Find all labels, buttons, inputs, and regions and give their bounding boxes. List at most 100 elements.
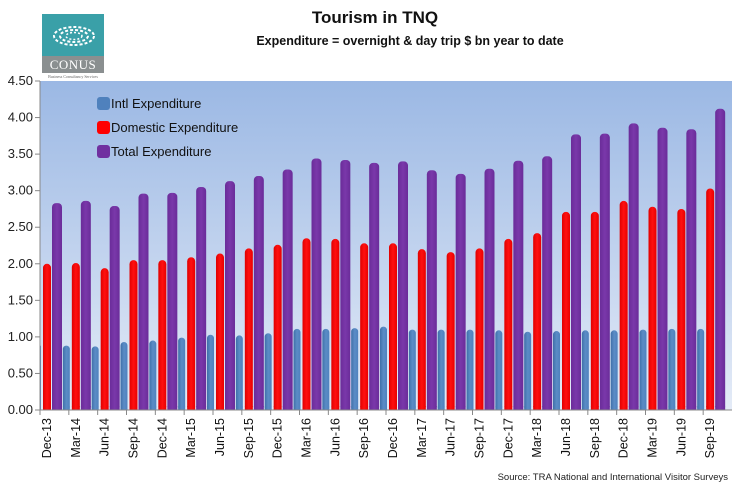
intl-bar: [322, 328, 330, 410]
intl-bar: [120, 342, 128, 410]
y-tick-label: 4.50: [8, 73, 33, 88]
x-category-label: Jun-18: [559, 418, 573, 456]
domestic-bar-base: [533, 406, 542, 410]
total-bar: [138, 193, 149, 410]
x-category-label: Mar-14: [69, 418, 83, 458]
conus-logo: CONUS Business Consultancy Services: [42, 14, 104, 80]
legend-label: Domestic Expenditure: [111, 120, 238, 135]
domestic-bar-base: [648, 406, 657, 410]
total-bar-base: [282, 406, 293, 410]
x-category-label: Jun-19: [674, 418, 688, 456]
intl-bar-base: [62, 406, 70, 410]
intl-bar-base: [495, 406, 503, 410]
y-tick-label: 1.00: [8, 329, 33, 344]
domestic-bar: [417, 249, 426, 410]
total-bar: [686, 129, 697, 410]
intl-bar-base: [120, 406, 128, 410]
domestic-bar: [100, 268, 109, 410]
logo-name: CONUS: [42, 56, 104, 73]
intl-bar: [207, 334, 214, 410]
x-category-label: Dec-14: [155, 418, 169, 458]
intl-bar: [380, 326, 387, 410]
intl-bar-base: [697, 406, 705, 410]
total-bar-base: [253, 406, 264, 410]
total-bar: [657, 127, 668, 411]
domestic-bar-base: [417, 406, 426, 410]
domestic-bar-base: [446, 406, 455, 410]
intl-bar: [668, 328, 676, 410]
intl-bar-base: [581, 406, 589, 410]
total-bar-base: [571, 406, 581, 410]
total-bar-base: [340, 406, 351, 410]
x-category-label: Jun-14: [98, 418, 112, 456]
y-tick-label: 4.00: [8, 110, 33, 125]
domestic-bar: [475, 248, 484, 410]
domestic-bar-base: [100, 406, 109, 410]
y-tick-label: 2.00: [8, 256, 33, 271]
x-category-label: Sep-18: [588, 418, 602, 458]
total-bar-base: [138, 406, 149, 410]
intl-bar: [178, 337, 186, 410]
domestic-bar: [590, 211, 599, 410]
total-bar-base: [369, 406, 380, 410]
intl-bar: [639, 329, 647, 410]
total-bar: [628, 123, 639, 410]
intl-bar: [495, 330, 503, 410]
domestic-bar-base: [187, 406, 196, 410]
domestic-bar: [244, 248, 253, 410]
intl-bar: [264, 333, 272, 410]
logo-swirl-icon: [42, 14, 104, 56]
intl-bar: [610, 330, 618, 410]
domestic-bar-base: [504, 406, 513, 410]
total-bar: [599, 133, 610, 410]
domestic-bar-base: [619, 406, 628, 410]
total-bar-base: [225, 406, 235, 410]
domestic-bar: [446, 252, 455, 410]
intl-bar-base: [293, 406, 301, 410]
domestic-bar: [619, 200, 628, 410]
total-bar: [484, 168, 495, 410]
intl-bar-base: [235, 406, 243, 410]
domestic-bar-base: [302, 406, 311, 410]
domestic-bar-base: [706, 406, 715, 410]
domestic-bar: [562, 211, 570, 410]
total-bar-base: [657, 406, 668, 410]
domestic-bar: [187, 257, 196, 410]
domestic-bar: [533, 233, 542, 410]
domestic-bar-base: [158, 406, 167, 410]
domestic-bar-base: [71, 406, 80, 410]
y-tick-label: 3.00: [8, 183, 33, 198]
domestic-bar-base: [562, 406, 570, 410]
domestic-bar-base: [389, 406, 397, 410]
intl-bar-base: [207, 406, 214, 410]
intl-bar: [351, 328, 359, 410]
total-bar: [340, 159, 351, 410]
x-category-label: Sep-17: [473, 418, 487, 458]
intl-bar-base: [380, 406, 387, 410]
total-bar: [253, 176, 264, 410]
domestic-bar-base: [677, 406, 686, 410]
domestic-legend-swatch: [97, 121, 110, 134]
legend-label: Intl Expenditure: [111, 96, 201, 111]
total-bar: [455, 173, 466, 410]
x-category-label: Mar-19: [646, 418, 660, 458]
x-category-label: Dec-15: [271, 418, 285, 458]
intl-bar: [524, 331, 532, 410]
intl-bar: [437, 329, 445, 410]
total-bar-base: [542, 406, 553, 410]
intl-bar: [553, 331, 560, 410]
total-bar: [715, 108, 726, 410]
x-category-label: Dec-17: [501, 418, 515, 458]
total-bar: [426, 170, 437, 410]
total-bar-base: [628, 406, 639, 410]
domestic-bar-base: [590, 406, 599, 410]
total-bar-base: [398, 406, 408, 410]
total-bar-base: [80, 406, 91, 410]
domestic-bar-base: [331, 406, 340, 410]
intl-bar: [149, 340, 157, 410]
intl-bar: [62, 345, 70, 410]
total-bar-base: [167, 406, 178, 410]
total-bar: [282, 169, 293, 410]
total-bar: [311, 158, 322, 410]
y-tick-label: 1.50: [8, 292, 33, 307]
